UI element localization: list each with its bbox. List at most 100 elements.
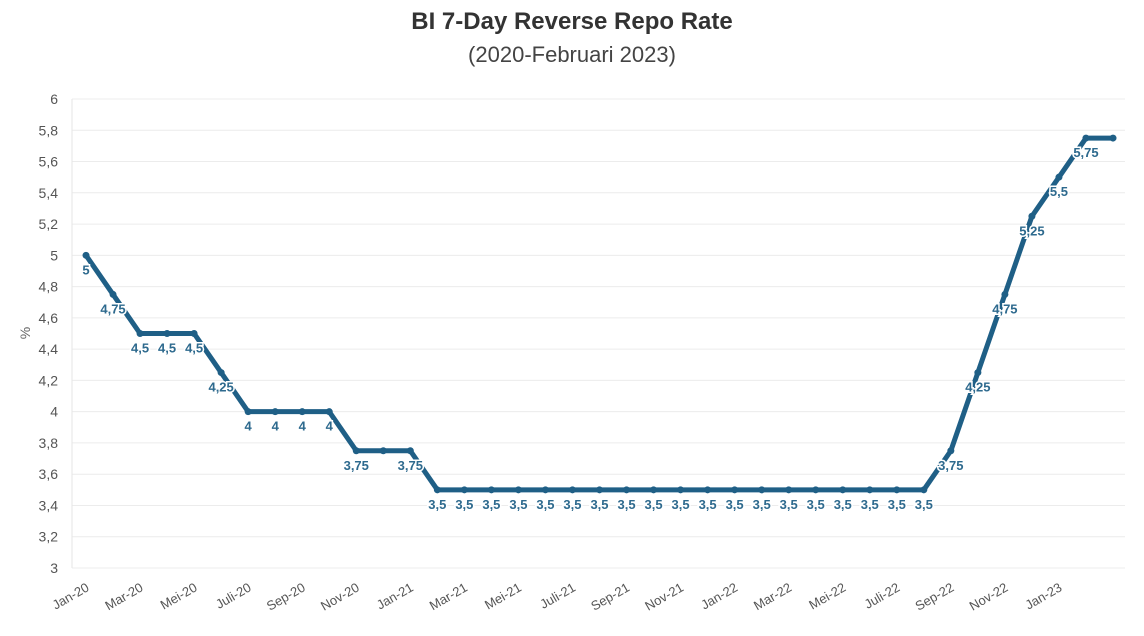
data-point <box>974 369 982 377</box>
data-label: 4,5 <box>131 341 149 356</box>
y-tick-label: 3,2 <box>39 529 59 545</box>
data-point <box>514 486 522 494</box>
x-tick-label: Jan-20 <box>50 580 92 613</box>
data-label: 4 <box>326 419 334 434</box>
data-point <box>190 330 198 337</box>
data-point <box>920 486 928 494</box>
data-label: 3,75 <box>398 458 423 473</box>
y-tick-label: 4,6 <box>39 310 59 326</box>
data-point <box>352 447 360 455</box>
data-point <box>650 486 658 494</box>
data-label: 4,5 <box>158 341 176 356</box>
data-point <box>217 369 225 377</box>
data-point <box>325 408 333 416</box>
data-point <box>866 486 874 494</box>
x-tick-label: Nov-21 <box>642 580 686 614</box>
x-tick-label: Nov-22 <box>967 580 1011 614</box>
data-point <box>731 486 739 494</box>
x-tick-label: Mei-20 <box>158 580 200 613</box>
x-tick-label: Nov-20 <box>318 580 362 614</box>
data-point <box>1028 212 1036 220</box>
x-tick-label: Sep-20 <box>264 580 308 614</box>
x-tick-label: Juli-22 <box>862 580 903 612</box>
data-label: 3,5 <box>617 497 635 512</box>
data-label: 3,5 <box>753 497 771 512</box>
data-label: 3,75 <box>938 458 963 473</box>
data-point <box>406 447 414 455</box>
x-tick-label: Mei-22 <box>806 580 848 613</box>
data-point <box>785 486 793 494</box>
data-label: 4 <box>272 419 280 434</box>
x-tick-label: Mar-20 <box>102 580 145 614</box>
data-label: 3,5 <box>590 497 608 512</box>
data-label: 4,75 <box>992 301 1017 316</box>
data-point <box>758 486 766 494</box>
data-label: 5,5 <box>1050 184 1068 199</box>
x-tick-label: Jan-21 <box>374 580 416 613</box>
data-point <box>596 486 603 494</box>
data-label: 3,5 <box>861 497 879 512</box>
data-point <box>1001 290 1009 298</box>
data-point <box>433 486 441 494</box>
data-point <box>812 486 820 494</box>
data-label: 3,5 <box>645 497 663 512</box>
data-point <box>1082 134 1090 142</box>
y-tick-label: 6 <box>50 91 58 107</box>
data-point <box>487 486 495 494</box>
x-tick-label: Jan-23 <box>1023 580 1065 613</box>
data-point <box>1055 173 1063 181</box>
data-label: 4,75 <box>100 301 125 316</box>
y-tick-label: 4,2 <box>39 372 59 388</box>
data-label: 5 <box>82 262 89 277</box>
x-tick-label: Sep-22 <box>913 580 957 614</box>
data-point <box>460 486 468 494</box>
data-point <box>677 486 685 494</box>
x-tick-label: Mar-22 <box>751 580 794 614</box>
data-label: 4 <box>245 419 253 434</box>
y-tick-label: 4,4 <box>39 341 59 357</box>
data-label: 3,5 <box>536 497 554 512</box>
data-point <box>271 408 279 416</box>
data-label: 3,5 <box>428 497 446 512</box>
y-tick-label: 3,8 <box>39 435 59 451</box>
y-tick-label: 5,8 <box>39 122 59 138</box>
data-label: 3,5 <box>455 497 473 512</box>
data-label: 5,25 <box>1019 223 1044 238</box>
x-tick-label: Juli-21 <box>537 580 578 612</box>
data-point <box>136 330 144 337</box>
data-point <box>893 486 901 494</box>
data-label: 3,5 <box>780 497 798 512</box>
data-label: 3,5 <box>672 497 690 512</box>
x-tick-label: Jan-22 <box>698 580 740 613</box>
data-label: 3,75 <box>344 458 369 473</box>
data-label: 3,5 <box>482 497 500 512</box>
data-point <box>82 251 90 259</box>
data-point <box>298 408 306 416</box>
x-tick-label: Mei-21 <box>482 580 524 613</box>
data-point <box>568 486 576 494</box>
data-label: 3,5 <box>726 497 744 512</box>
y-axis-label: % <box>17 327 33 339</box>
data-point <box>1109 134 1117 142</box>
data-label: 3,5 <box>915 497 933 512</box>
y-tick-label: 3,4 <box>39 497 59 513</box>
data-label: 4,25 <box>965 380 990 395</box>
data-label: 4 <box>299 419 307 434</box>
y-tick-label: 4 <box>50 404 58 420</box>
data-line <box>83 135 1116 493</box>
data-label: 3,5 <box>563 497 581 512</box>
data-label: 4,25 <box>208 380 233 395</box>
data-label: 3,5 <box>699 497 717 512</box>
data-point <box>379 447 387 455</box>
data-label: 4,5 <box>185 341 203 356</box>
y-tick-label: 4,8 <box>39 279 59 295</box>
data-point <box>704 486 712 494</box>
data-label: 3,5 <box>509 497 527 512</box>
y-tick-label: 5,6 <box>39 154 59 170</box>
x-tick-label: Juli-20 <box>213 580 254 612</box>
data-point <box>541 486 549 494</box>
y-tick-label: 3 <box>50 560 58 576</box>
y-tick-label: 5,2 <box>39 216 59 232</box>
x-tick-label: Sep-21 <box>588 580 632 614</box>
